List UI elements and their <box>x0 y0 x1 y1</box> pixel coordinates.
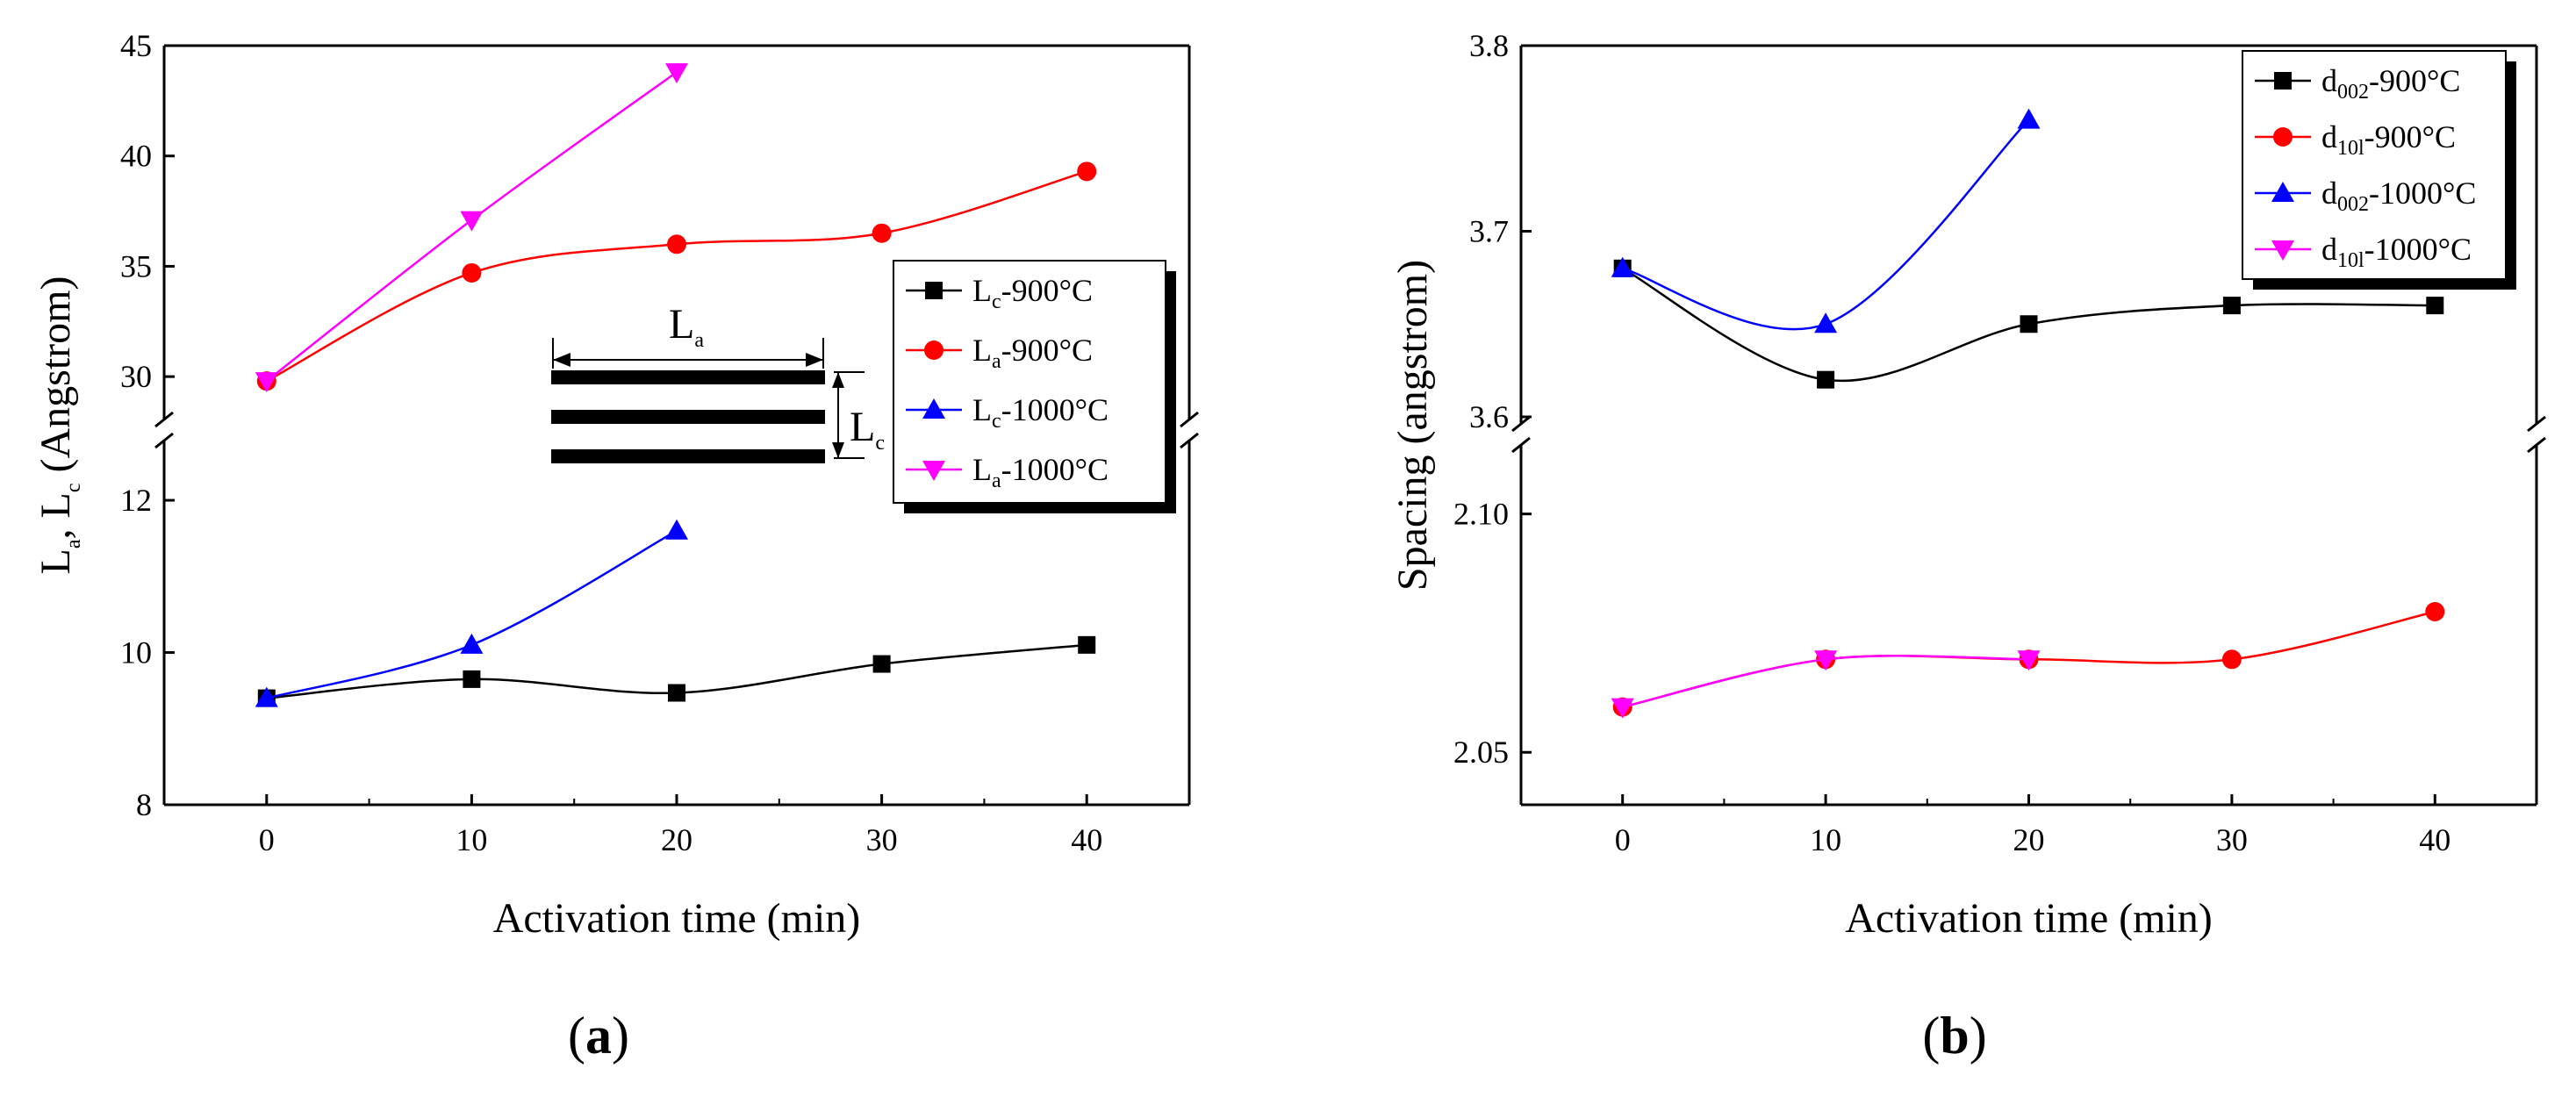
x-tick-label: 10 <box>1810 822 1841 857</box>
x-tick-label: 40 <box>1071 822 1102 857</box>
data-point-1-3 <box>2221 649 2242 670</box>
y-axis-title: Spacing (angstrom) <box>1389 260 1436 591</box>
data-point-3-0 <box>255 372 278 393</box>
data-point-3-2 <box>2017 650 2041 671</box>
x-tick-label: 10 <box>456 822 487 857</box>
legend-marker-3 <box>2271 240 2294 261</box>
data-point-3-1 <box>1814 650 1838 671</box>
data-point-1-4 <box>1077 161 1097 182</box>
data-point-1-3 <box>872 223 892 243</box>
data-point-2-0 <box>1611 256 1634 277</box>
series-line-1-2 <box>1622 118 2030 331</box>
legend-label-3: La-1000°C <box>972 452 1109 492</box>
legend-marker-3 <box>922 461 945 481</box>
panel-label-a: (a) <box>568 1007 629 1065</box>
axis-break-mark <box>2527 436 2546 454</box>
legend-label-1: La-900°C <box>972 333 1093 373</box>
x-axis-title: Activation time (min) <box>493 895 861 942</box>
inset-layer-2 <box>551 449 825 463</box>
legend-label-3: d10l-1000°C <box>2321 232 2472 272</box>
data-point-3-2 <box>665 63 688 84</box>
axis-break-mark <box>154 411 174 428</box>
y-tick-label: 12 <box>120 483 152 518</box>
data-point-3-1 <box>460 211 484 232</box>
inset-lc-label: Lc <box>850 404 885 455</box>
legend-marker-1 <box>2273 127 2293 147</box>
y-tick-label: 10 <box>120 635 152 670</box>
y-tick-label: 3.7 <box>1469 214 1509 249</box>
data-point-0-4 <box>1078 635 1096 654</box>
panel-label-b: (b) <box>1922 1007 1986 1065</box>
y-tick-label: 35 <box>120 248 152 283</box>
data-point-3-0 <box>1611 698 1634 719</box>
legend-label-2: d002-1000°C <box>2321 176 2476 216</box>
data-point-2-0 <box>255 686 278 707</box>
y-tick-label: 3.8 <box>1469 28 1509 63</box>
legend-marker-2 <box>922 398 945 419</box>
data-point-2-2 <box>2017 108 2041 129</box>
legend-label-0: d002-900°C <box>2321 63 2460 104</box>
x-tick-label: 30 <box>866 822 898 857</box>
y-tick-label: 40 <box>120 139 152 174</box>
data-point-0-1 <box>1817 370 1835 389</box>
legend-label-2: Lc-1000°C <box>972 392 1109 433</box>
y-tick-label: 30 <box>120 359 152 394</box>
panel-b: 0 10 20 30 40 3.6 3.7 3.8 2.05 2.10 Activation tim… <box>1389 28 2546 942</box>
y-tick-label: 2.10 <box>1453 497 1509 532</box>
x-tick-label: 20 <box>661 822 692 857</box>
axis-break-mark <box>2527 415 2546 433</box>
inset-arrowhead <box>832 442 844 458</box>
data-point-1-2 <box>667 234 686 255</box>
legend-marker-1 <box>924 341 944 360</box>
data-point-0-3 <box>872 655 891 673</box>
inset-arrowhead <box>832 372 844 388</box>
data-point-0-1 <box>463 670 481 688</box>
legend-marker-0 <box>2274 72 2292 90</box>
axis-break-mark <box>1511 415 1531 433</box>
data-point-0-4 <box>2426 297 2444 315</box>
data-point-0-2 <box>2020 315 2038 333</box>
inset-layer-0 <box>551 370 825 384</box>
x-tick-label: 0 <box>259 822 275 857</box>
inset-arrowhead <box>806 353 823 367</box>
y-tick-label: 3.6 <box>1469 399 1509 434</box>
y-tick-label: 2.05 <box>1453 735 1509 770</box>
axis-break-mark <box>154 432 174 449</box>
x-axis-title: Activation time (min) <box>1845 895 2213 942</box>
data-point-0-2 <box>668 684 685 702</box>
y-tick-label: 45 <box>120 28 152 63</box>
panel-a: 0 10 20 30 40 30 35 40 45 8 10 12 Activation time (m… <box>32 28 1199 942</box>
axis-break-mark <box>1180 411 1199 428</box>
inset-arrowhead <box>553 353 570 367</box>
data-point-1-1 <box>462 262 482 283</box>
inset-la-label: La <box>669 301 704 352</box>
x-tick-label: 20 <box>2013 822 2045 857</box>
x-tick-label: 30 <box>2216 822 2248 857</box>
legend-label-0: Lc-900°C <box>972 273 1093 313</box>
x-tick-label: 40 <box>2419 822 2450 857</box>
data-point-1-4 <box>2425 601 2445 621</box>
inset-layer-1 <box>551 410 825 424</box>
data-point-2-1 <box>1814 312 1838 333</box>
y-tick-label: 8 <box>136 787 152 822</box>
data-point-2-1 <box>460 633 484 654</box>
axis-break-mark <box>1180 432 1199 449</box>
data-point-0-3 <box>2222 297 2241 315</box>
legend-marker-0 <box>925 282 943 299</box>
y-axis-title: La, Lc (Angstrom) <box>32 276 85 575</box>
legend-label-1: d10l-900°C <box>2321 119 2456 160</box>
x-tick-label: 0 <box>1615 822 1631 857</box>
legend-marker-2 <box>2271 182 2294 202</box>
axis-break-mark <box>1511 436 1531 454</box>
data-point-2-2 <box>665 519 688 540</box>
